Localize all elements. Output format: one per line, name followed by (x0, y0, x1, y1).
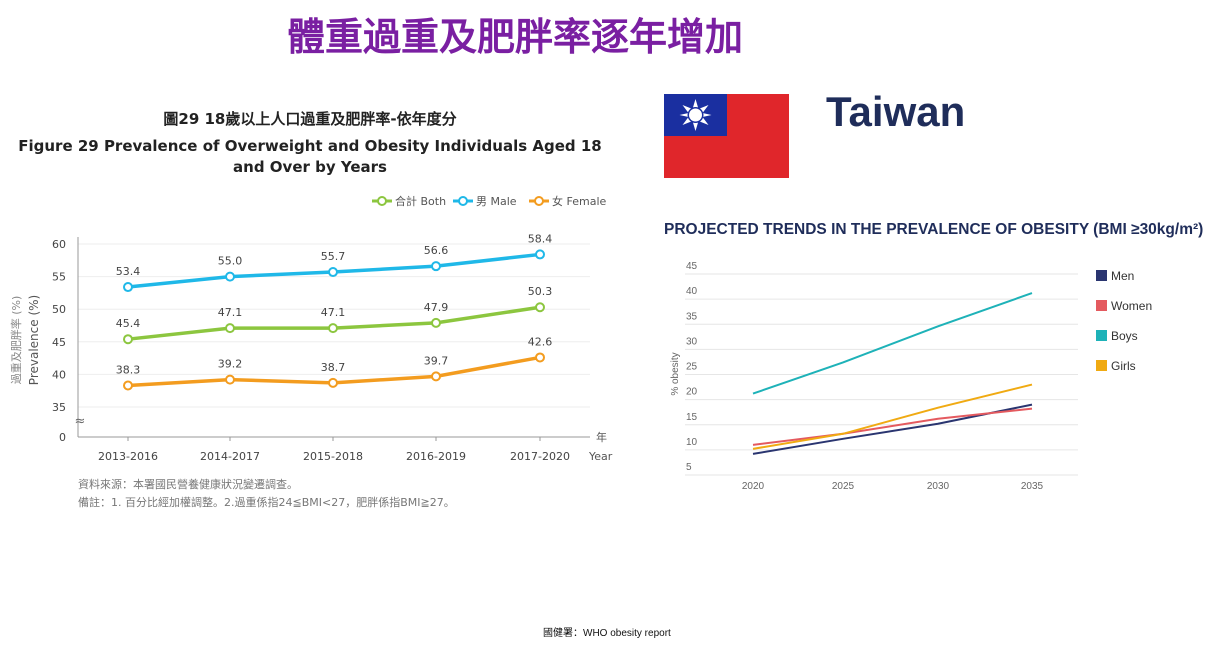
data-point (431, 317, 441, 328)
data-label: 58.4 (528, 232, 553, 245)
data-label: 47.1 (321, 306, 346, 319)
series-line (752, 407, 1033, 446)
data-point (535, 352, 545, 363)
data-point (328, 377, 338, 388)
legend-swatch (1096, 300, 1107, 311)
data-label: 55.7 (321, 250, 346, 263)
data-point (535, 249, 545, 260)
x-tick-label: 2030 (927, 481, 950, 492)
data-label: 45.4 (116, 317, 141, 330)
y-tick-label: 30 (686, 336, 698, 347)
data-label: 47.9 (424, 301, 449, 314)
legend-label: 男 Male (476, 195, 517, 208)
source-note: 資料來源：本署國民營養健康狀況變遷調查。 (78, 478, 298, 491)
legend-swatch (1096, 360, 1107, 371)
data-point (431, 261, 441, 272)
y-tick-label: 10 (686, 437, 698, 448)
data-point (225, 374, 235, 385)
data-label: 42.6 (528, 335, 553, 348)
data-label: 38.3 (116, 363, 141, 376)
y-tick-label: 45 (52, 336, 66, 349)
legend-marker (458, 196, 468, 206)
axis-break: ≈ (75, 414, 86, 429)
data-label: 50.3 (528, 285, 553, 298)
data-point (123, 334, 133, 345)
data-label: 39.7 (424, 354, 449, 367)
legend-label: Girls (1111, 359, 1136, 373)
data-label: 56.6 (424, 244, 449, 257)
data-point (225, 323, 235, 334)
y-tick-label: 40 (52, 368, 66, 381)
legend-swatch (1096, 330, 1107, 341)
legend-swatch (1096, 270, 1107, 281)
footer-source: 國健署：WHO obesity report (543, 628, 671, 639)
data-point (123, 282, 133, 293)
y-tick-label: 0 (59, 431, 66, 444)
data-point (328, 323, 338, 334)
y-axis-label: % obesity (670, 352, 681, 395)
x-tick-label: 2025 (832, 481, 855, 492)
figure-title-en: Figure 29 Prevalence of Overweight and O… (18, 137, 602, 176)
legend-marker (377, 196, 387, 206)
legend-label: 女 Female (552, 194, 607, 208)
data-point (123, 380, 133, 391)
x-tick-label: 2020 (742, 481, 765, 492)
y-tick-label: 45 (686, 261, 698, 272)
legend-label: Boys (1111, 329, 1138, 343)
y-tick-label: 35 (52, 401, 66, 414)
data-label: 38.7 (321, 361, 346, 374)
x-tick-label: 2014-2017 (200, 450, 260, 463)
data-point (328, 267, 338, 278)
projection-title: PROJECTED TRENDS IN THE PREVALENCE OF OB… (664, 221, 1204, 238)
y-tick-label: 55 (52, 271, 66, 284)
y-tick-label: 20 (686, 387, 698, 398)
x-tick-label: 2015-2018 (303, 450, 363, 463)
x-tick-label: 2017-2020 (510, 450, 570, 463)
x-tick-label: 2035 (1021, 481, 1044, 492)
prevalence-line-chart: 合計 Both 男 Male 女 Female 0 35 40 45 50 55 60 ≈ 年 Year… (9, 194, 613, 463)
y-tick-label: 60 (52, 238, 66, 251)
y-tick-label: 40 (686, 286, 698, 297)
x-tick-label: 2013-2016 (98, 450, 158, 463)
x-axis-label-zh: 年 (596, 430, 607, 444)
y-axis-label-zh: 過重及肥胖率 (%) (9, 296, 23, 385)
y-axis-label: Prevalence (%) (27, 295, 41, 385)
y-tick-label: 15 (686, 412, 698, 423)
legend-label: Men (1111, 269, 1134, 283)
legend-label: 合計 Both (395, 194, 446, 208)
series-line (752, 403, 1033, 455)
y-tick-label: 25 (686, 362, 698, 373)
x-axis-label: Year (588, 450, 613, 463)
data-point (535, 302, 545, 313)
data-label: 55.0 (218, 255, 243, 268)
data-point (225, 271, 235, 282)
y-tick-label: 35 (686, 311, 698, 322)
series-line (752, 383, 1033, 450)
data-label: 47.1 (218, 306, 243, 319)
legend-label: Women (1111, 299, 1152, 313)
data-label: 39.2 (218, 358, 243, 371)
country-name: Taiwan (826, 88, 966, 135)
data-label: 53.4 (116, 265, 141, 278)
legend-marker (534, 196, 544, 206)
series-line (752, 292, 1033, 395)
slide-title: 體重過重及肥胖率逐年增加 (286, 15, 743, 59)
data-point (431, 371, 441, 382)
x-tick-label: 2016-2019 (406, 450, 466, 463)
y-tick-label: 5 (686, 462, 692, 473)
taiwan-flag-icon (664, 94, 789, 178)
figure-title-zh: 圖29 18歲以上人口過重及肥胖率-依年度分 (163, 110, 457, 128)
y-tick-label: 50 (52, 303, 66, 316)
remark-note: 備註：1. 百分比經加權調整。2.過重係指24≦BMI<27，肥胖係指BMI≧2… (78, 496, 455, 509)
